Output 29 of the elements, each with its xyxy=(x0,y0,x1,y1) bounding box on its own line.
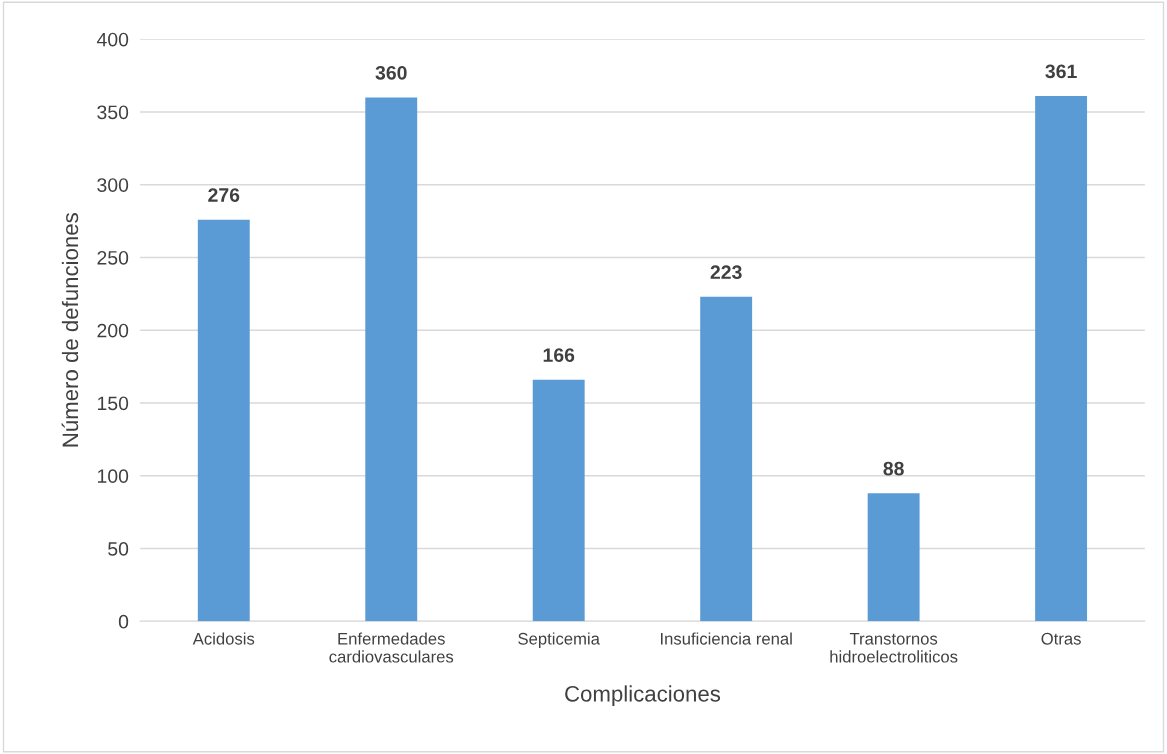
data-label: 360 xyxy=(375,65,407,80)
bar xyxy=(1035,95,1088,622)
y-tick-label: 50 xyxy=(108,542,129,556)
bar xyxy=(867,493,920,622)
x-axis-title: Complicaciones xyxy=(565,685,721,707)
y-tick-label: 0 xyxy=(118,614,129,629)
y-tick-label: 150 xyxy=(97,396,129,411)
bar xyxy=(700,296,753,622)
y-tick-label: 200 xyxy=(97,323,129,338)
y-tick-label: 400 xyxy=(96,32,129,47)
data-label: 166 xyxy=(543,348,575,362)
y-tick-label: 300 xyxy=(97,178,129,192)
x-tick-label: Transtornos hidroelectroliticos xyxy=(830,633,958,663)
y-tick-label: 250 xyxy=(97,250,129,265)
bar xyxy=(532,379,585,622)
data-label: 223 xyxy=(710,265,742,280)
data-label: 276 xyxy=(208,188,240,202)
x-tick-label: Acidosis xyxy=(192,632,255,645)
x-tick-label: Otras xyxy=(1041,632,1081,645)
bar xyxy=(197,219,250,622)
data-label: 361 xyxy=(1045,64,1077,79)
bar xyxy=(365,97,418,622)
x-tick-label: Septicemia xyxy=(518,632,600,648)
y-tick-label: 350 xyxy=(97,105,129,120)
x-tick-label: Insuficiencia renal xyxy=(661,632,792,645)
y-axis-title: Número de defunciones xyxy=(61,213,79,447)
data-label: 88 xyxy=(883,461,904,476)
y-tick-label: 100 xyxy=(97,469,129,484)
x-tick-label: Enfermedades cardiovasculares xyxy=(329,632,454,663)
